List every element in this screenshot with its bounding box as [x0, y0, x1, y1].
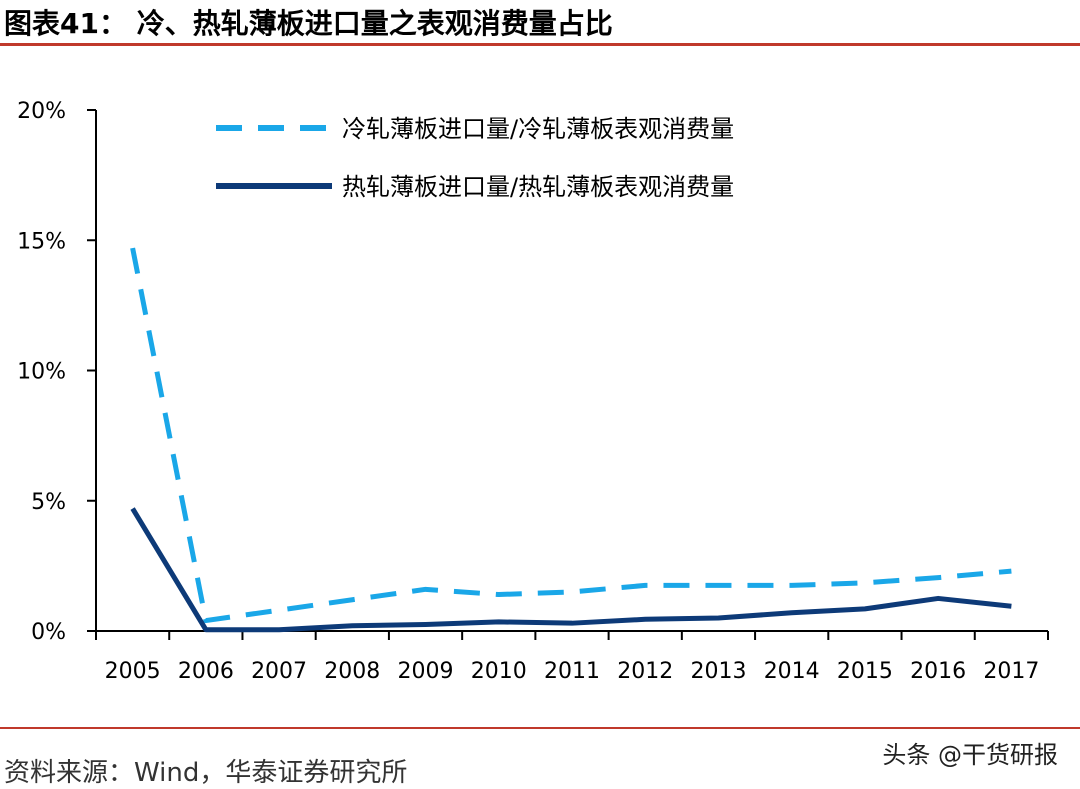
y-tick-label: 15% [17, 229, 66, 254]
source-note: 资料来源：Wind，华泰证券研究所 [4, 752, 407, 789]
x-tick-label: 2012 [617, 659, 673, 684]
line-chart: 0% 5% 10% 15% 20% 2005 2006 2007 2008 2009 2010 201… [0, 0, 1080, 727]
x-tick-label: 2016 [910, 659, 966, 684]
x-tick-label: 2015 [837, 659, 893, 684]
x-tick-label: 2011 [544, 659, 600, 684]
x-tick-label: 2009 [398, 659, 454, 684]
y-tick-label: 10% [17, 360, 66, 385]
x-tick-label: 2017 [983, 659, 1039, 684]
y-tick-label: 20% [17, 99, 66, 124]
series-lines [133, 248, 1012, 630]
bottom-divider [0, 727, 1080, 729]
x-tick-label: 2007 [251, 659, 307, 684]
x-tick-label: 2006 [178, 659, 234, 684]
x-tick-label: 2005 [105, 659, 161, 684]
x-tick-label: 2013 [690, 659, 746, 684]
watermark: 头条 @干货研报 [882, 735, 1058, 770]
x-tick-label: 2014 [764, 659, 820, 684]
x-tick-label: 2010 [471, 659, 527, 684]
y-tick-label: 5% [31, 490, 66, 515]
y-tick-label: 0% [31, 620, 66, 645]
x-tick-label: 2008 [324, 659, 380, 684]
legend-label: 冷轧薄板进口量/冷轧薄板表观消费量 [342, 115, 734, 143]
series-line-cold-rolled [133, 248, 1012, 621]
legend-label: 热轧薄板进口量/热轧薄板表观消费量 [342, 173, 734, 201]
